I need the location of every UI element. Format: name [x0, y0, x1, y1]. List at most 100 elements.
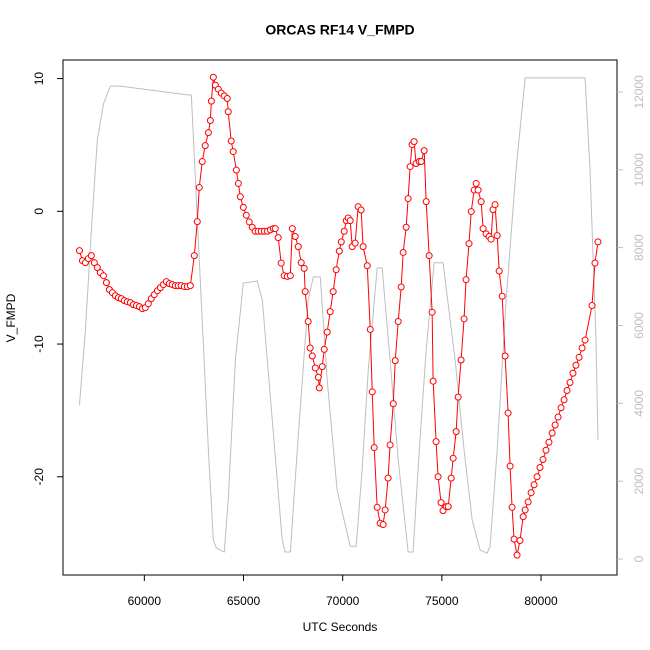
- point: [90, 259, 98, 267]
- point: [366, 325, 374, 333]
- point: [227, 137, 235, 145]
- point: [536, 463, 544, 471]
- point: [425, 252, 433, 260]
- point: [323, 328, 331, 336]
- point: [386, 441, 394, 449]
- point: [277, 259, 285, 267]
- point: [566, 379, 574, 387]
- point: [508, 503, 516, 511]
- y2-tick-label: 2000: [632, 468, 646, 495]
- point: [447, 474, 455, 482]
- point: [460, 315, 468, 323]
- point: [397, 283, 405, 291]
- point: [533, 473, 541, 481]
- point: [429, 377, 437, 385]
- point: [306, 344, 314, 352]
- point: [329, 288, 337, 296]
- x-tick-label: 65000: [227, 594, 261, 608]
- point: [563, 387, 571, 395]
- point: [190, 252, 198, 260]
- point: [465, 240, 473, 248]
- point: [368, 388, 376, 396]
- point: [462, 276, 470, 284]
- point: [557, 404, 565, 412]
- point: [495, 267, 503, 275]
- point: [554, 413, 562, 421]
- point: [239, 203, 247, 211]
- point: [363, 262, 371, 270]
- y-tick-label: 0: [32, 208, 46, 215]
- point: [402, 223, 410, 231]
- point: [384, 474, 392, 482]
- point: [373, 503, 381, 511]
- point: [477, 198, 485, 206]
- point: [291, 233, 299, 241]
- point: [224, 108, 232, 116]
- point: [539, 456, 547, 464]
- point: [504, 409, 512, 417]
- point: [422, 198, 430, 206]
- point: [346, 217, 354, 225]
- point: [572, 361, 580, 369]
- point: [359, 243, 367, 251]
- point: [527, 489, 535, 497]
- point: [232, 166, 240, 174]
- point: [444, 503, 452, 511]
- point: [93, 264, 101, 272]
- y2-tick-label: 12000: [632, 75, 646, 109]
- point: [209, 73, 217, 81]
- point: [501, 352, 509, 360]
- point: [300, 264, 308, 272]
- point: [519, 513, 527, 521]
- point: [271, 225, 279, 233]
- point: [578, 344, 586, 352]
- point: [337, 238, 345, 246]
- point: [245, 218, 253, 226]
- point: [206, 117, 214, 125]
- point: [193, 218, 201, 226]
- point: [449, 454, 457, 462]
- point: [406, 163, 414, 171]
- point: [144, 300, 152, 308]
- x-tick-label: 70000: [326, 594, 360, 608]
- point: [498, 292, 506, 300]
- point: [340, 227, 348, 235]
- point: [391, 357, 399, 365]
- point: [513, 551, 521, 559]
- point: [588, 302, 596, 310]
- point: [236, 193, 244, 201]
- point: [234, 179, 242, 187]
- y2-tick-label: 10000: [632, 153, 646, 187]
- x-axis-label: UTC Seconds: [303, 620, 378, 634]
- point: [286, 272, 294, 280]
- point: [545, 438, 553, 446]
- point: [420, 147, 428, 155]
- point: [75, 247, 83, 255]
- point: [370, 444, 378, 452]
- x-tick-label: 60000: [128, 594, 162, 608]
- point: [542, 446, 550, 454]
- point: [223, 94, 231, 102]
- point: [204, 129, 212, 137]
- point: [432, 438, 440, 446]
- point: [320, 345, 328, 353]
- point: [516, 536, 524, 544]
- y-tick-label: -10: [32, 335, 46, 353]
- point: [454, 393, 462, 401]
- y2-tick-label: 0: [632, 555, 646, 562]
- point: [242, 211, 250, 219]
- point: [493, 232, 501, 240]
- point: [474, 186, 482, 194]
- x-tick-label: 75000: [425, 594, 459, 608]
- point: [399, 248, 407, 256]
- point: [198, 158, 206, 166]
- point: [207, 97, 215, 105]
- point: [229, 148, 237, 156]
- point: [467, 208, 475, 216]
- point: [569, 369, 577, 377]
- point: [304, 317, 312, 325]
- point: [551, 421, 559, 429]
- point: [417, 158, 425, 166]
- point: [102, 279, 110, 287]
- point: [288, 225, 296, 233]
